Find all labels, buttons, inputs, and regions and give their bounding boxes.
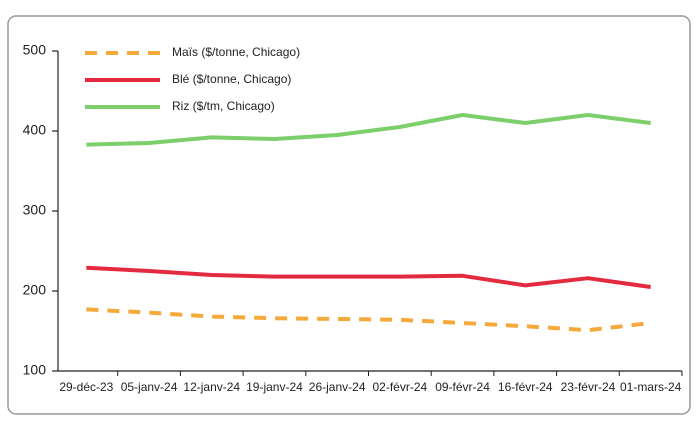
y-tick-label: 500: [23, 42, 47, 58]
legend-label: Blé ($/tonne, Chicago): [172, 72, 291, 86]
x-tick-label: 02-févr-24: [372, 380, 427, 394]
x-tick-label: 16-févr-24: [498, 380, 553, 394]
y-tick-label: 100: [23, 362, 47, 378]
frame: [7, 15, 691, 415]
y-tick-label: 300: [23, 202, 47, 218]
line-series: [86, 307, 651, 333]
y-tick-label: 400: [23, 122, 47, 138]
x-tick-label: 26-janv-24: [309, 380, 366, 394]
x-tick-label: 05-janv-24: [121, 380, 178, 394]
x-tick-label: 12-janv-24: [183, 380, 240, 394]
legend-label: Riz ($/tm, Chicago): [172, 99, 275, 113]
legend-label: Maïs ($/tonne, Chicago): [172, 45, 300, 59]
x-tick-label: 09-févr-24: [435, 380, 490, 394]
x-tick-label: 23-févr-24: [561, 380, 616, 394]
x-tick-label: 01-mars-24: [620, 380, 682, 394]
line-series: [86, 265, 651, 289]
line-series: [86, 113, 651, 147]
x-tick-label: 19-janv-24: [246, 380, 303, 394]
y-tick-label: 200: [23, 282, 47, 298]
x-tick-label: 29-déc-23: [59, 380, 113, 394]
